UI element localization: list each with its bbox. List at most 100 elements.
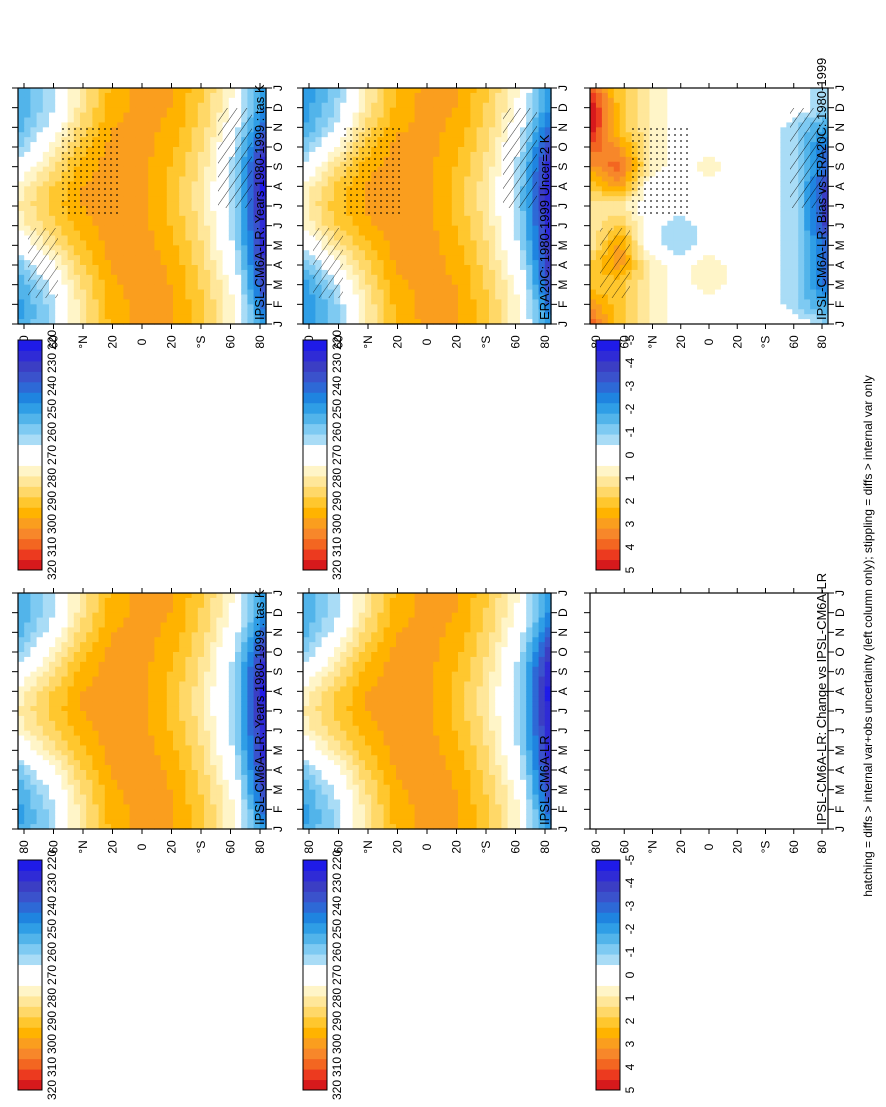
field-cell [92, 270, 99, 276]
field-cell [24, 613, 31, 619]
field-cell [198, 226, 205, 232]
field-cell [192, 637, 199, 643]
field-cell [415, 162, 422, 168]
field-cell [80, 814, 87, 820]
month-label: S [271, 668, 285, 676]
field-cell [148, 113, 155, 119]
field-cell [105, 760, 112, 766]
field-cell [179, 172, 186, 178]
field-cell [148, 132, 155, 138]
field-cell [161, 667, 168, 673]
field-cell [427, 304, 434, 310]
field-cell [427, 290, 434, 296]
field-cell [185, 804, 192, 810]
field-cell [117, 760, 124, 766]
field-cell [315, 157, 322, 163]
field-cell [92, 231, 99, 237]
field-cell [123, 736, 130, 742]
field-cell [43, 627, 50, 633]
field-cell [167, 240, 174, 246]
field-cell [130, 741, 137, 747]
field-cell [43, 677, 50, 683]
field-cell [148, 686, 155, 692]
field-cell [18, 93, 25, 99]
field-cell [427, 162, 434, 168]
field-cell [61, 721, 68, 727]
field-cell [130, 103, 137, 109]
field-cell [154, 613, 161, 619]
field-cell [148, 280, 155, 286]
field-cell [161, 593, 168, 599]
field-cell [167, 226, 174, 232]
field-cell [210, 775, 217, 781]
field-cell [99, 775, 106, 781]
field-cell [241, 103, 248, 109]
field-cell [30, 191, 37, 197]
field-cell [142, 790, 149, 796]
field-cell [74, 88, 81, 94]
field-cell [303, 181, 310, 187]
field-cell [123, 809, 130, 815]
field-cell [315, 167, 322, 173]
field-cell [185, 137, 192, 143]
field-cell [185, 608, 192, 614]
field-cell [123, 795, 130, 801]
field-cell [185, 216, 192, 222]
field-cell [117, 637, 124, 643]
field-cell [49, 304, 56, 310]
field-cell [99, 804, 106, 810]
field-cell [18, 122, 25, 128]
field-cell [123, 201, 130, 207]
field-cell [49, 127, 56, 133]
field-cell [315, 132, 322, 138]
field-cell [223, 236, 230, 242]
field-cell [173, 721, 180, 727]
field-cell [185, 196, 192, 202]
field-cell [136, 618, 143, 624]
field-cell [371, 295, 378, 301]
field-cell [154, 167, 161, 173]
field-cell [99, 682, 106, 688]
field-cell [216, 662, 223, 668]
field-cell [235, 255, 242, 261]
field-cell [315, 299, 322, 305]
field-cell [130, 755, 137, 761]
field-cell [328, 172, 335, 178]
field-cell [173, 172, 180, 178]
field-cell [55, 750, 62, 756]
field-cell [142, 103, 149, 109]
field-cell [142, 226, 149, 232]
field-cell [390, 255, 397, 261]
field-cell [99, 652, 106, 658]
field-cell [43, 701, 50, 707]
field-cell [192, 657, 199, 663]
field-cell [80, 299, 87, 305]
field-cell [408, 196, 415, 202]
field-cell [173, 113, 180, 119]
field-cell [154, 647, 161, 653]
field-cell [204, 132, 211, 138]
field-cell [167, 750, 174, 756]
field-cell [167, 270, 174, 276]
field-cell [192, 142, 199, 148]
field-cell [24, 721, 31, 727]
field-cell [61, 122, 68, 128]
field-cell [49, 652, 56, 658]
field-cell [61, 760, 68, 766]
field-cell [68, 98, 75, 104]
field-cell [210, 760, 217, 766]
field-cell [204, 785, 211, 791]
field-cell [148, 221, 155, 227]
field-cell [92, 593, 99, 599]
field-cell [198, 122, 205, 128]
field-cell [204, 800, 211, 806]
field-cell [179, 800, 186, 806]
field-cell [402, 196, 409, 202]
field-cell [210, 250, 217, 256]
field-cell [185, 147, 192, 153]
field-cell [92, 265, 99, 271]
field-cell [229, 245, 236, 251]
field-cell [43, 760, 50, 766]
field-cell [359, 270, 366, 276]
field-cell [185, 760, 192, 766]
